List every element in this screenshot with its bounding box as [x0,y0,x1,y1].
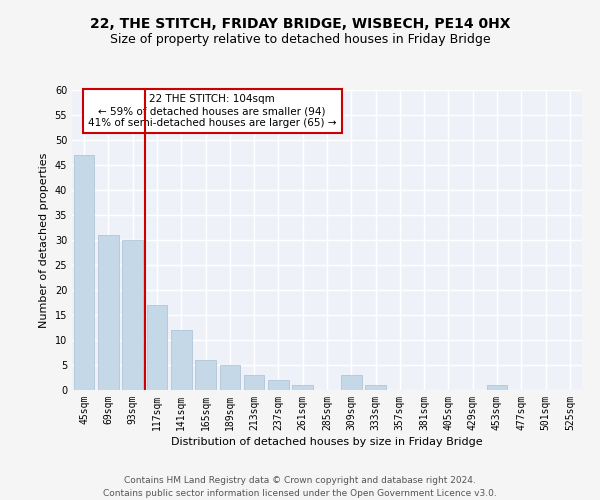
Bar [341,375,362,390]
Bar [122,240,143,390]
Bar [487,385,508,390]
Bar [365,385,386,390]
Bar [146,305,167,390]
X-axis label: Distribution of detached houses by size in Friday Bridge: Distribution of detached houses by size … [171,437,483,447]
Bar [195,360,216,390]
Text: 22 THE STITCH: 104sqm
← 59% of detached houses are smaller (94)
41% of semi-deta: 22 THE STITCH: 104sqm ← 59% of detached … [88,94,337,128]
Bar [244,375,265,390]
Bar [171,330,191,390]
Bar [74,155,94,390]
Text: Contains HM Land Registry data © Crown copyright and database right 2024.
Contai: Contains HM Land Registry data © Crown c… [103,476,497,498]
Bar [292,385,313,390]
Text: 22, THE STITCH, FRIDAY BRIDGE, WISBECH, PE14 0HX: 22, THE STITCH, FRIDAY BRIDGE, WISBECH, … [90,18,510,32]
Y-axis label: Number of detached properties: Number of detached properties [39,152,49,328]
Text: Size of property relative to detached houses in Friday Bridge: Size of property relative to detached ho… [110,32,490,46]
Bar [98,235,119,390]
Bar [220,365,240,390]
Bar [268,380,289,390]
